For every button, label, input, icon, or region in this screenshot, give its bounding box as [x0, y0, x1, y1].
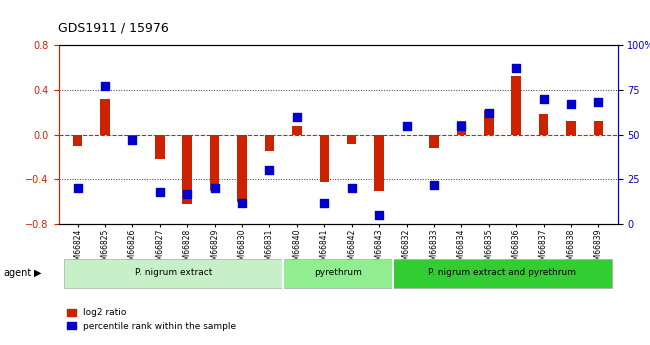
Point [319, 200, 330, 206]
Bar [265, 135, 274, 151]
Point [401, 123, 411, 128]
Text: agent: agent [3, 268, 31, 277]
Bar [320, 135, 329, 181]
Point [593, 99, 603, 105]
Bar [183, 135, 192, 204]
Text: P. nigrum extract and pyrethrum: P. nigrum extract and pyrethrum [428, 268, 577, 277]
Point [484, 110, 494, 116]
Bar [374, 135, 384, 190]
Point [292, 114, 302, 119]
Bar [73, 135, 83, 146]
Point [100, 83, 110, 89]
Text: P. nigrum extract: P. nigrum extract [135, 268, 213, 277]
Bar [237, 135, 247, 202]
Legend: log2 ratio, percentile rank within the sample: log2 ratio, percentile rank within the s… [63, 305, 240, 334]
Text: ▶: ▶ [34, 268, 42, 277]
Point [127, 137, 138, 143]
Point [346, 186, 357, 191]
Point [265, 168, 275, 173]
Bar [593, 121, 603, 135]
Bar [347, 135, 356, 144]
Point [209, 186, 220, 191]
Bar [210, 135, 220, 190]
Point [429, 182, 439, 188]
Point [374, 213, 384, 218]
Bar [512, 76, 521, 135]
Bar [155, 135, 164, 159]
Point [73, 186, 83, 191]
Text: GDS1911 / 15976: GDS1911 / 15976 [58, 21, 169, 34]
Bar [292, 126, 302, 135]
Point [182, 191, 192, 197]
Point [237, 200, 247, 206]
Point [566, 101, 576, 107]
Bar [484, 110, 493, 135]
Bar [100, 99, 110, 135]
FancyBboxPatch shape [64, 259, 283, 288]
Bar [456, 121, 466, 135]
Point [456, 123, 467, 128]
FancyBboxPatch shape [283, 259, 393, 288]
Bar [566, 121, 576, 135]
Point [538, 96, 549, 101]
Bar [127, 135, 137, 140]
FancyBboxPatch shape [393, 259, 612, 288]
Text: pyrethrum: pyrethrum [314, 268, 362, 277]
Point [155, 189, 165, 195]
Point [511, 66, 521, 71]
Bar [429, 135, 439, 148]
Bar [539, 115, 549, 135]
